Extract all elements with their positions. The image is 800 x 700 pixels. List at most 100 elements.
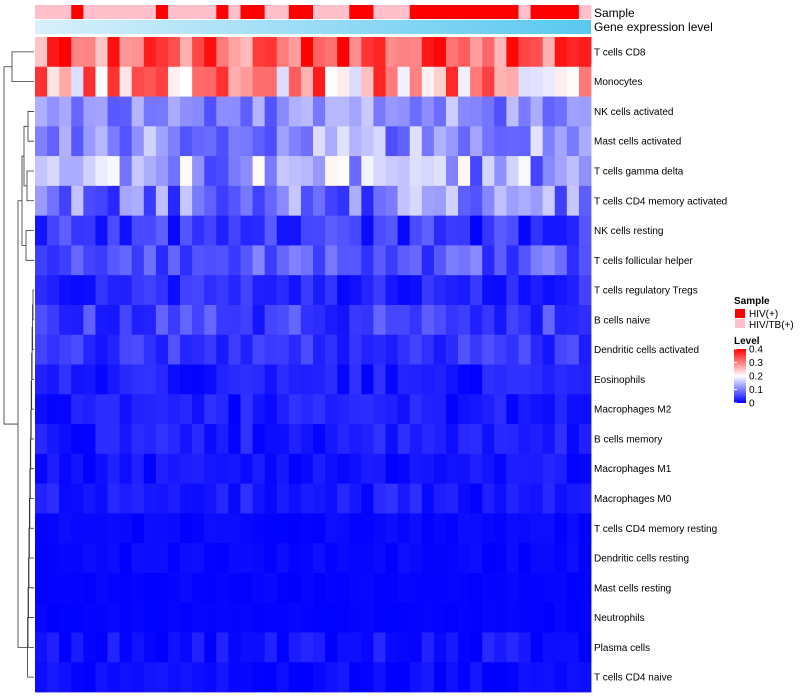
heatmap-cell	[47, 424, 60, 455]
heatmap-cell	[542, 245, 556, 276]
heatmap-cell	[494, 96, 507, 127]
heatmap-cell	[554, 37, 568, 68]
heatmap-cell	[204, 483, 217, 514]
heatmap-cell	[59, 364, 72, 395]
heatmap-cell	[530, 275, 544, 306]
heatmap-cell	[131, 364, 145, 395]
heatmap-cell	[300, 572, 314, 604]
row-label: T cells CD8	[594, 47, 646, 58]
heatmap-cell	[373, 126, 386, 157]
heatmap-cell	[421, 662, 435, 693]
heatmap-cell	[155, 96, 169, 127]
heatmap-cell	[361, 394, 374, 425]
heatmap-cell	[506, 245, 519, 276]
heatmap-cell	[167, 483, 181, 514]
heatmap-cell	[59, 572, 72, 604]
heatmap-cell	[397, 126, 411, 157]
heatmap-cell	[240, 37, 253, 68]
heatmap-cell	[180, 304, 193, 336]
heatmap-cell	[83, 245, 96, 276]
heatmap-cell	[409, 215, 423, 246]
heatmap-cell	[167, 215, 181, 246]
heatmap-cell	[337, 394, 350, 425]
heatmap-cell	[131, 662, 145, 693]
heatmap-cell	[373, 37, 386, 68]
heatmap-cell	[155, 632, 169, 663]
heatmap-cell	[143, 662, 157, 693]
heatmap-cell	[325, 424, 338, 455]
heatmap-cell	[542, 185, 556, 217]
heatmap-cell	[445, 275, 459, 306]
heatmap-cell	[409, 394, 423, 425]
heatmap-cell	[349, 453, 362, 484]
heatmap-cell	[228, 304, 241, 336]
heatmap-cell	[131, 275, 145, 306]
heatmap-cell	[518, 453, 531, 484]
heatmap-cell	[288, 602, 302, 633]
heatmap-cell	[264, 156, 278, 187]
heatmap-cell	[518, 543, 531, 574]
sample-annotation-cell	[518, 5, 531, 19]
heatmap-cell	[35, 543, 48, 574]
heatmap-cell	[35, 513, 48, 544]
heatmap-cell	[578, 96, 592, 127]
heatmap-cell	[530, 245, 544, 276]
heatmap-cell	[337, 37, 350, 68]
heatmap-cell	[131, 632, 145, 663]
heatmap-cell	[264, 334, 278, 365]
heatmap-cell	[518, 334, 531, 365]
heatmap-cell	[373, 304, 386, 336]
heatmap-cell	[578, 156, 592, 187]
heatmap-cell	[445, 364, 459, 395]
heatmap-cell	[385, 66, 399, 97]
heatmap-cell	[313, 662, 326, 693]
heatmap-cell	[276, 662, 290, 693]
heatmap-cell	[252, 632, 266, 663]
heatmap-cell	[95, 602, 108, 633]
row-label: B cells naive	[594, 315, 651, 326]
heatmap-cell	[131, 37, 145, 68]
heatmap-cell	[131, 543, 145, 574]
heatmap-cell	[506, 275, 519, 306]
heatmap-cell	[373, 364, 386, 395]
heatmap-cell	[180, 394, 193, 425]
heatmap-cell	[119, 453, 133, 484]
heatmap-cell	[276, 543, 290, 574]
heatmap-cell	[300, 66, 314, 97]
heatmap-cell	[385, 572, 399, 604]
heatmap-cell	[409, 126, 423, 157]
heatmap-cell	[337, 424, 350, 455]
heatmap-cell	[288, 424, 302, 455]
heatmap-cell	[458, 453, 471, 484]
heatmap-cell	[445, 185, 459, 217]
heatmap-cell	[131, 126, 145, 157]
heatmap-cell	[143, 394, 157, 425]
heatmap-cell	[59, 215, 72, 246]
heatmap-cell	[325, 394, 338, 425]
heatmap-cell	[397, 572, 411, 604]
heatmap-cell	[300, 275, 314, 306]
heatmap-cell	[264, 66, 278, 97]
heatmap-cell	[143, 245, 157, 276]
heatmap-cell	[155, 304, 169, 336]
heatmap-cell	[337, 662, 350, 693]
heatmap-cell	[337, 185, 350, 217]
heatmap-cell	[119, 304, 133, 336]
heatmap-cell	[494, 632, 507, 663]
heatmap-cell	[482, 662, 495, 693]
heatmap-cell	[192, 483, 205, 514]
heatmap-cell	[470, 424, 483, 455]
heatmap-cell	[35, 334, 48, 365]
heatmap-cell	[83, 37, 96, 68]
heatmap-cell	[578, 364, 592, 395]
heatmap-cell	[240, 156, 253, 187]
heatmap-cell	[204, 126, 217, 157]
heatmap-cell	[409, 453, 423, 484]
heatmap-cell	[409, 483, 423, 514]
heatmap-cell	[288, 185, 302, 217]
heatmap-cell	[373, 632, 386, 663]
heatmap-cell	[337, 334, 350, 365]
heatmap-cell	[155, 453, 169, 484]
heatmap-cell	[216, 126, 229, 157]
heatmap-cell	[361, 334, 374, 365]
